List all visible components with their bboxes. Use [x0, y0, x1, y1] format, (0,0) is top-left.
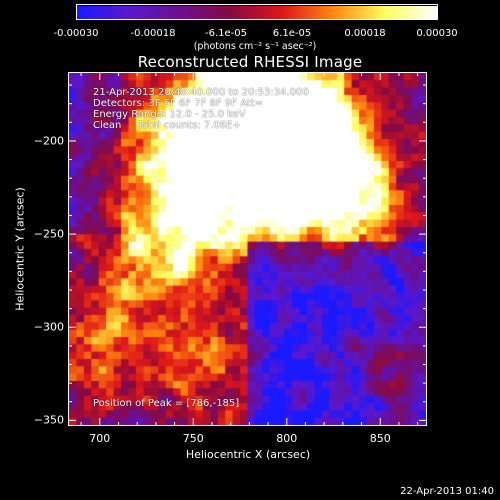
colorbar-tick-label: -6.1e-05: [205, 28, 247, 39]
x-tick-label: 850: [369, 432, 391, 445]
colorbar: [76, 4, 438, 20]
x-tick-label: 750: [182, 432, 204, 445]
annotation-total-counts: Clean Total counts: 7.06E+: [93, 120, 241, 131]
colorbar-tick-label: -0.00018: [130, 28, 176, 39]
annotation-detectors: Detectors: 3F 5F 6F 7F 8F 9F Att=: [93, 98, 263, 109]
annotation-time-range: 21-Apr-2013 20:48:40.000 to 20:53:34.000: [93, 87, 309, 98]
y-axis-label: Heliocentric Y (arcsec): [13, 187, 27, 311]
x-tick-label: 700: [89, 432, 111, 445]
colorbar-gradient: [77, 6, 437, 19]
colorbar-tick-label: 0.00018: [344, 28, 386, 39]
colorbar-tick-label: 0.00030: [416, 28, 458, 39]
annotation-peak-position: Position of Peak = [786,-185]: [93, 398, 240, 409]
x-tick-label: 800: [276, 432, 298, 445]
heatmap-image: [69, 73, 426, 425]
y-tick-label: −350: [33, 413, 64, 427]
colorbar-tick-label: -0.00030: [53, 28, 99, 39]
x-axis-label: Heliocentric X (arcsec): [185, 448, 311, 461]
y-tick-label: −300: [33, 320, 64, 334]
plot-area: 21-Apr-2013 20:48:40.000 to 20:53:34.000…: [68, 72, 427, 426]
y-tick-label: −200: [33, 134, 64, 148]
colorbar-units: (photons cm⁻² s⁻¹ asec⁻²): [193, 41, 317, 52]
plot-title: Reconstructed RHESSI Image: [137, 53, 363, 71]
colorbar-tick-label: 6.1e-05: [272, 28, 312, 39]
annotation-energy-range: Energy Range: 12.0 - 25.0 keV: [93, 109, 246, 120]
timestamp: 22-Apr-2013 01:40: [400, 486, 494, 497]
y-tick-label: −250: [33, 227, 64, 241]
